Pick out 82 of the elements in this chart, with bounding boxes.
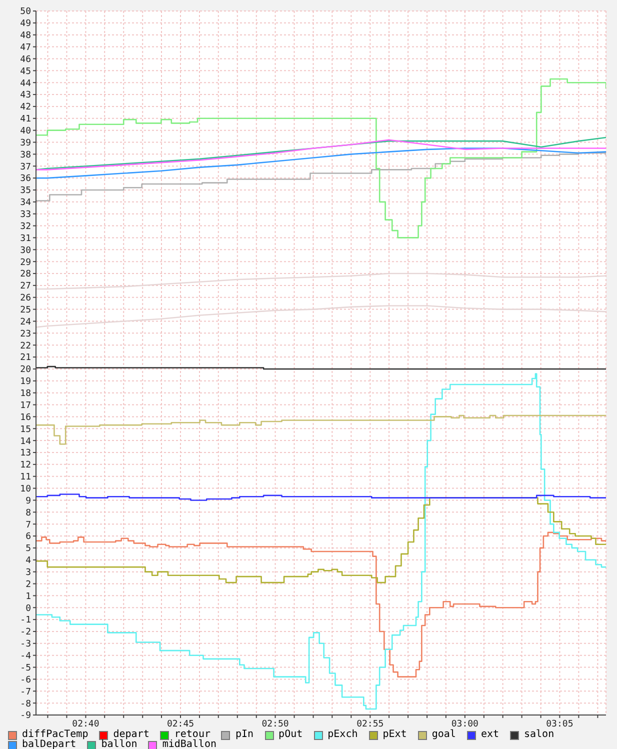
y-tick-label: 16 (20, 412, 31, 423)
y-tick-label: 6 (26, 532, 31, 542)
x-tick-label: 02:40 (72, 719, 100, 730)
x-tick-label: 03:05 (546, 719, 574, 730)
y-tick-label: -1 (20, 616, 31, 626)
y-tick-label: -9 (20, 711, 31, 722)
y-tick-label: 44 (20, 78, 31, 89)
y-tick-label: 31 (20, 234, 31, 244)
legend-label: ext (480, 729, 499, 740)
y-tick-label: 46 (20, 54, 31, 65)
legend-label: depart (113, 729, 150, 740)
legend-label: pExch (328, 729, 358, 740)
legend-label: retour (174, 729, 210, 740)
y-tick-label: 18 (20, 389, 31, 400)
y-tick-label: 3 (26, 568, 31, 578)
y-tick-label: 26 (20, 294, 31, 304)
y-tick-label: 10 (20, 484, 31, 494)
y-tick-label: -5 (20, 663, 31, 674)
y-tick-label: 41 (20, 114, 31, 125)
y-tick-label: 39 (20, 138, 31, 148)
y-tick-label: 34 (20, 198, 31, 208)
y-tick-label: 28 (20, 270, 31, 280)
y-tick-label: 11 (20, 472, 31, 483)
x-tick-label: 03:00 (451, 719, 478, 730)
y-tick-label: 23 (20, 329, 31, 340)
y-tick-label: -6 (20, 675, 31, 686)
y-tick-label: 9 (26, 496, 31, 506)
y-tick-label: -4 (20, 652, 31, 662)
y-tick-label: 37 (20, 162, 31, 172)
y-tick-label: 14 (20, 436, 31, 447)
y-tick-label: -3 (20, 640, 31, 650)
y-tick-label: 1 (26, 592, 31, 602)
y-tick-label: 35 (20, 186, 31, 196)
y-tick-label: 20 (20, 365, 31, 376)
y-tick-label: 42 (20, 102, 31, 113)
y-tick-label: 7 (26, 520, 31, 530)
y-tick-label: 38 (20, 150, 31, 160)
legend-label: goal (432, 729, 456, 740)
y-tick-label: 0 (26, 604, 31, 614)
legend-label: pExt (382, 729, 407, 740)
y-tick-label: 2 (26, 580, 31, 590)
legend-label: ballon (101, 739, 138, 749)
y-tick-label: 30 (20, 246, 31, 256)
x-tick-label: 02:50 (262, 719, 289, 730)
y-tick-label: 21 (20, 353, 31, 364)
y-tick-label: 17 (20, 400, 31, 411)
line-series (36, 272, 606, 290)
y-tick-label: 48 (20, 31, 31, 42)
x-tick-label: 02:45 (166, 719, 194, 730)
legend-label: diffPacTemp (22, 729, 88, 740)
y-tick-label: 19 (20, 377, 31, 388)
y-tick-label: 25 (20, 306, 31, 316)
y-tick-label: 4 (26, 556, 31, 566)
y-tick-label: 40 (20, 126, 31, 137)
line-series (36, 305, 606, 328)
y-tick-label: 32 (20, 222, 31, 232)
y-tick-label: -8 (20, 699, 31, 710)
y-tick-label: 45 (20, 66, 31, 77)
y-tick-label: 24 (20, 317, 31, 328)
legend-label: pIn (235, 729, 254, 740)
y-tick-label: 36 (20, 174, 31, 184)
y-tick-label: 29 (20, 258, 31, 268)
y-tick-label: -7 (20, 687, 31, 698)
legend-label: salon (524, 729, 554, 740)
y-tick-label: 33 (20, 210, 31, 220)
y-tick-label: -2 (20, 628, 31, 638)
y-tick-label: 27 (20, 282, 31, 292)
legend-label: pOut (278, 729, 303, 740)
y-tick-label: 43 (20, 90, 31, 101)
y-tick-label: 49 (20, 19, 31, 30)
y-tick-label: 47 (20, 42, 31, 53)
y-tick-label: 22 (20, 341, 31, 352)
y-tick-label: 13 (20, 448, 31, 459)
legend-label: midBallon (162, 739, 216, 749)
y-tick-label: 8 (26, 508, 31, 518)
y-tick-label: 15 (20, 424, 31, 435)
line-series (36, 148, 606, 179)
y-tick-label: 5 (26, 544, 31, 554)
y-tick-label: 12 (20, 460, 31, 471)
x-tick-label: 02:55 (356, 719, 384, 730)
y-tick-label: 50 (20, 7, 31, 18)
legend-label: balDepart (22, 739, 76, 749)
